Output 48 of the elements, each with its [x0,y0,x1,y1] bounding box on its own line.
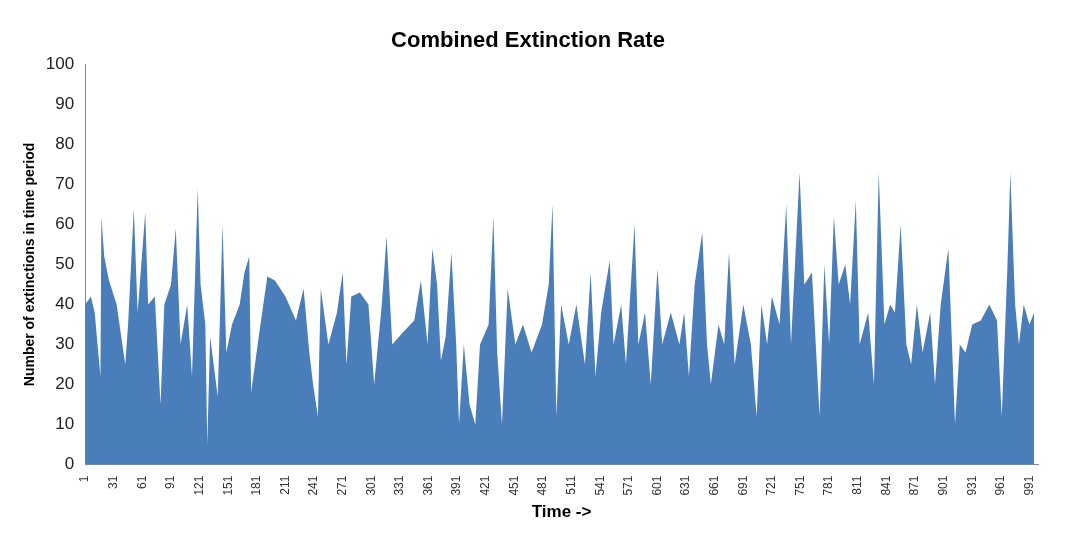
x-tick-label: 241 [306,475,321,496]
x-tick-label: 811 [850,475,865,495]
x-tick-label: 61 [134,475,149,489]
x-tick-label: 511 [563,475,578,495]
y-tick-label: 60 [55,214,75,234]
x-tick-label: 481 [535,475,550,496]
y-tick-label: 30 [55,334,75,354]
x-tick-label: 181 [249,475,264,496]
y-tick-label: 20 [55,374,75,394]
y-tick-label: 50 [55,254,75,274]
x-tick-label: 901 [935,475,950,496]
y-tick-label: 0 [64,454,75,474]
y-axis-title: Number of extinctions in time period [21,142,38,387]
y-tick-label: 10 [55,414,75,434]
x-tick-label: 871 [907,475,922,496]
x-tick-label: 931 [964,475,979,496]
x-tick-label: 841 [878,475,893,496]
x-tick-label: 1 [77,475,92,483]
x-tick-label: 991 [1021,475,1036,496]
x-tick-label: 331 [392,475,407,496]
y-tick-label: 70 [55,174,75,194]
x-tick-label: 151 [220,475,235,496]
x-tick-label: 211 [277,475,292,495]
x-tick-label: 631 [678,475,693,496]
x-tick-label: 361 [420,475,435,496]
y-tick-label: 100 [45,54,75,74]
x-tick-label: 91 [163,475,178,489]
x-tick-label: 691 [735,475,750,496]
x-axis-title: Time -> [531,502,592,522]
y-tick-label: 80 [55,134,75,154]
x-tick-label: 571 [621,475,636,496]
y-tick-label: 40 [55,294,75,314]
x-tick-label: 751 [792,475,807,496]
x-tick-label: 781 [821,475,836,496]
x-tick-label: 601 [649,475,664,496]
x-tick-label: 271 [335,475,349,496]
x-tick-label: 421 [478,475,493,496]
x-tick-label: 541 [592,475,607,496]
chart-title: Combined Extinction Rate [391,27,665,53]
x-tick-label: 961 [993,475,1008,496]
x-tick-label: 301 [363,475,378,496]
y-tick-label: 90 [55,94,75,114]
x-tick-label: 451 [506,475,521,496]
x-tick-label: 721 [764,475,779,496]
x-tick-label: 121 [191,475,206,496]
x-tick-label: 391 [449,475,464,496]
x-tick-label: 661 [706,475,721,496]
x-tick-label: 31 [106,475,121,489]
